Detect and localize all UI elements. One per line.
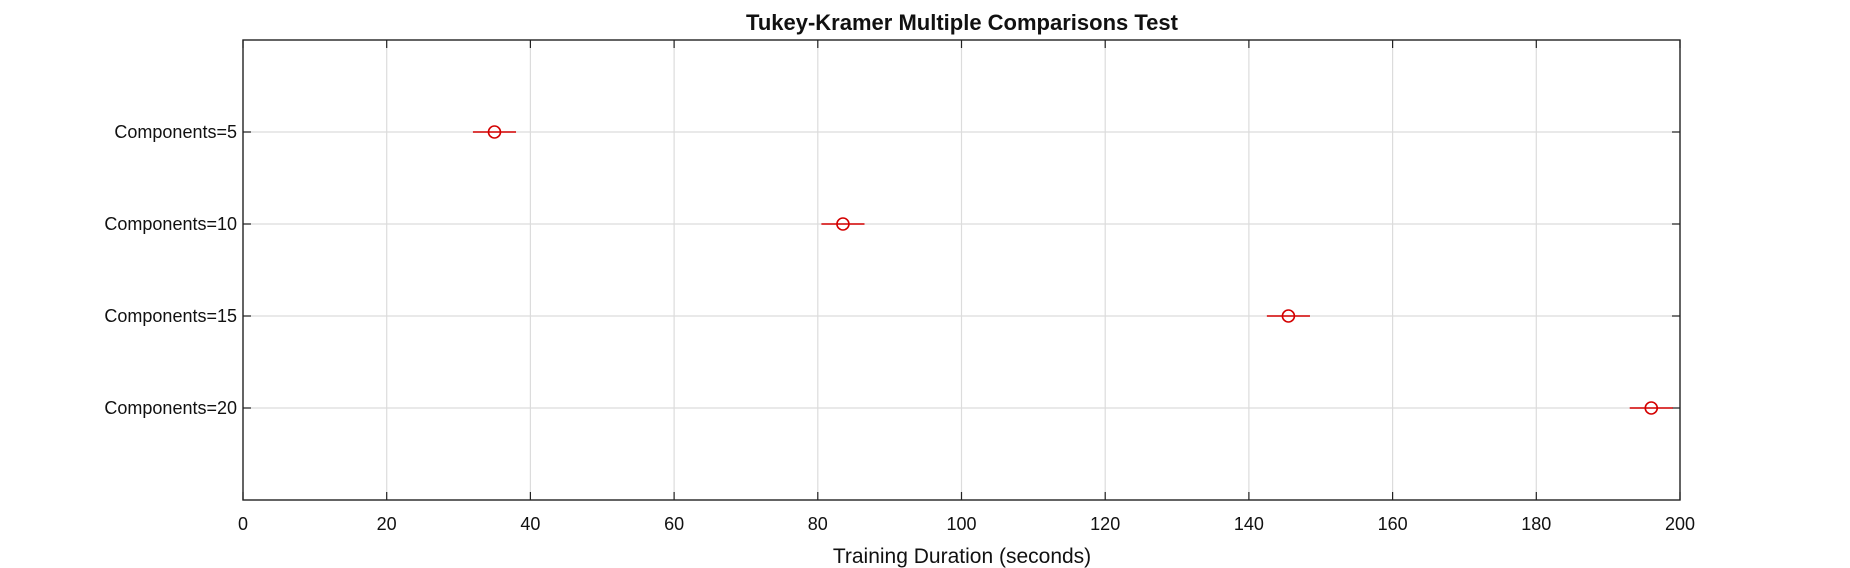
- x-tick-label: 100: [946, 514, 976, 534]
- mean-marker: [1644, 401, 1659, 415]
- x-tick-label: 140: [1234, 514, 1264, 534]
- x-tick-label: 20: [377, 514, 397, 534]
- x-axis-label: Training Duration (seconds): [833, 545, 1091, 568]
- x-tick-label: 60: [664, 514, 684, 534]
- x-tick-label: 160: [1378, 514, 1408, 534]
- grid-lines: [243, 40, 1680, 500]
- data-marks: [472, 125, 1673, 415]
- category-label: Components=15: [104, 306, 237, 326]
- axis-labels: 0 20 40 60 80 100 120 140 160 180 200 Components=5 C…: [104, 122, 1695, 534]
- axes: [242, 39, 1681, 501]
- category-label: Components=5: [114, 122, 237, 142]
- mean-marker: [487, 125, 502, 139]
- category-label: Components=20: [104, 398, 237, 418]
- x-tick-label: 40: [520, 514, 540, 534]
- chart-title: Tukey-Kramer Multiple Comparisons Test: [746, 10, 1179, 35]
- x-tick-label: 180: [1521, 514, 1551, 534]
- mean-marker: [836, 217, 850, 231]
- x-tick-label: 0: [238, 514, 248, 534]
- category-label: Components=10: [104, 214, 237, 234]
- x-tick-label: 120: [1090, 514, 1120, 534]
- x-tick-label: 80: [808, 514, 828, 534]
- x-tick-label: 200: [1665, 514, 1695, 534]
- mean-marker: [1281, 309, 1296, 323]
